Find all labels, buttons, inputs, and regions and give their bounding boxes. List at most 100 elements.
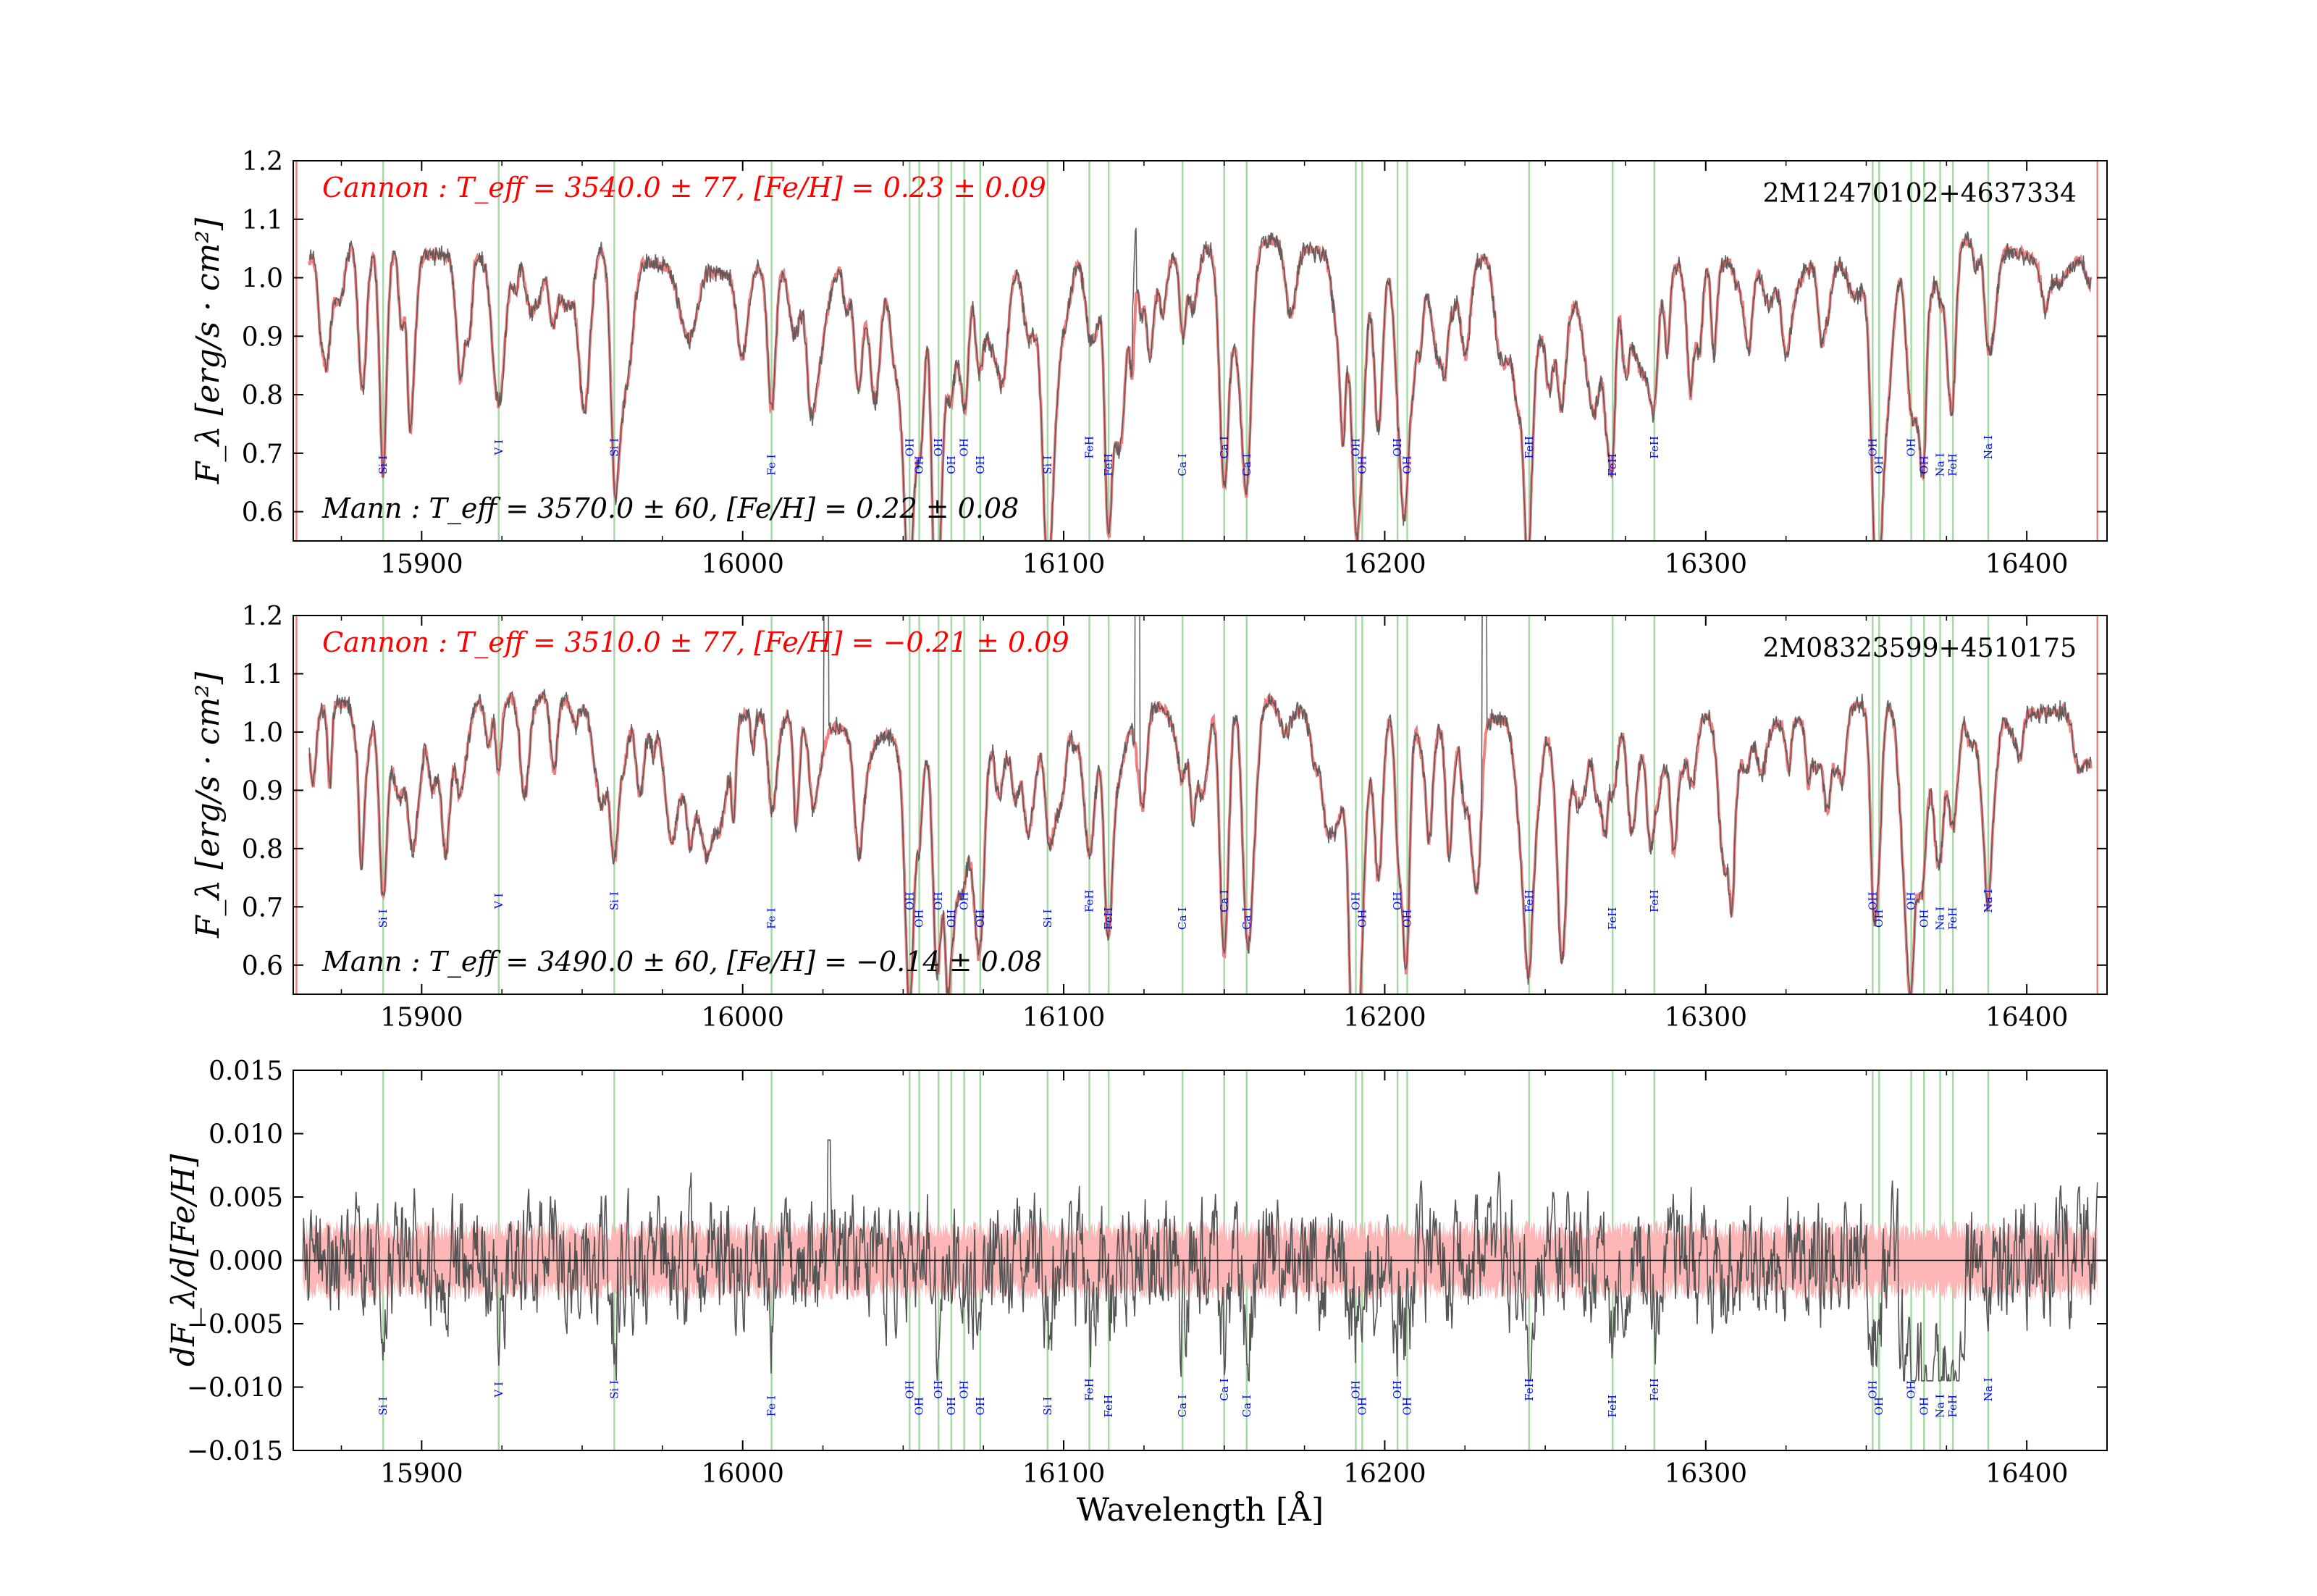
spectral-line-label: FeH — [1083, 889, 1096, 912]
spectral-line-label: V I — [492, 1382, 505, 1398]
x-tick-label: 16400 — [1985, 1003, 2069, 1033]
spectral-line-label: Na I — [1933, 907, 1946, 931]
x-tick-label: 16100 — [1022, 550, 1106, 579]
x-tick-label: 16400 — [1985, 550, 2069, 579]
spectral-line-label: FeH — [1606, 453, 1619, 476]
spectral-line-label: FeH — [1523, 436, 1536, 459]
x-tick-label: 16000 — [701, 550, 784, 579]
spectral-line-label: OH — [1872, 910, 1885, 928]
spectral-line-label: OH — [958, 1380, 971, 1398]
y-tick-label: 0.8 — [242, 381, 283, 411]
spectral-line-label: Si I — [607, 891, 621, 910]
x-tick-label: 16400 — [1985, 1459, 2069, 1489]
spectral-line-label: Na I — [1982, 1378, 1995, 1402]
spectral-line-label: FeH — [1648, 436, 1661, 459]
spectral-line-label: FeH — [1083, 436, 1096, 459]
spectral-line-label: OH — [932, 892, 945, 910]
x-tick-label: 16200 — [1343, 550, 1426, 579]
spectral-line-label: Si I — [607, 438, 621, 457]
spectral-line-label: Ca I — [1240, 1395, 1253, 1417]
spectral-line-label: Si I — [377, 455, 390, 474]
spectral-line-label: Ca I — [1176, 1395, 1189, 1417]
axes-frame — [293, 615, 2108, 995]
spectral-line-label: Ca I — [1240, 453, 1253, 476]
model-spectrum-line — [308, 233, 2093, 541]
mann-annotation: Mann : T_eff = 3490.0 ± 60, [Fe/H] = −0.… — [321, 946, 1042, 978]
y-tick-label: 1.2 — [242, 602, 283, 631]
x-tick-label: 16100 — [1022, 1003, 1106, 1033]
x-tick-label: 16200 — [1343, 1459, 1426, 1489]
y-axis-label: F_λ [erg/s · cm²] — [190, 671, 227, 938]
spectral-line-label: OH — [1872, 455, 1885, 474]
spectral-line-label: FeH — [1102, 907, 1115, 931]
spectral-line-label: FeH — [1102, 453, 1115, 476]
y-tick-label: 0.9 — [242, 776, 283, 806]
spectral-line-label: Na I — [1933, 1394, 1946, 1418]
spectral-line-label: OH — [1917, 1397, 1930, 1415]
mann-annotation: Mann : T_eff = 3570.0 ± 60, [Fe/H] = 0.2… — [321, 492, 1019, 525]
spectral-line-label: Si I — [607, 1380, 621, 1399]
spectral-line-label: Ca I — [1218, 436, 1231, 458]
x-tick-label: 16300 — [1665, 1003, 1748, 1033]
y-tick-label: 0.6 — [242, 498, 283, 528]
spectral-line-label: OH — [1355, 455, 1368, 474]
cannon-annotation: Cannon : T_eff = 3540.0 ± 77, [Fe/H] = 0… — [322, 172, 1046, 204]
y-tick-label: −0.005 — [187, 1310, 283, 1340]
spectral-line-label: Na I — [1982, 435, 1995, 459]
y-axis-label: dF_λ/d[Fe/H] — [165, 1154, 202, 1366]
observed-spectrum-line — [308, 227, 2092, 541]
spectral-line-label: OH — [1905, 438, 1918, 456]
axes-frame — [293, 160, 2108, 542]
spectral-line-label: OH — [1905, 892, 1918, 910]
y-tick-label: −0.010 — [187, 1374, 283, 1403]
x-tick-label: 15900 — [380, 1003, 463, 1033]
y-tick-label: 0.7 — [242, 893, 283, 923]
spectral-line-label: FeH — [1523, 1378, 1536, 1401]
spectral-line-label: Si I — [1041, 455, 1054, 474]
y-tick-label: 0.015 — [209, 1057, 283, 1086]
spectral-line-label: Si I — [1041, 909, 1054, 928]
y-tick-label: −0.015 — [187, 1437, 283, 1466]
spectral-line-label: OH — [1355, 910, 1368, 928]
spectral-line-label: Na I — [1982, 889, 1995, 913]
y-tick-label: 0.7 — [242, 440, 283, 469]
spectral-line-label: FeH — [1946, 1395, 1959, 1418]
spectral-line-label: OH — [1400, 1397, 1413, 1415]
spectral-line-label: OH — [974, 910, 987, 928]
y-tick-label: 1.1 — [242, 206, 283, 235]
spectral-line-label: OH — [1866, 1380, 1879, 1398]
x-tick-label: 16000 — [701, 1459, 784, 1489]
y-tick-label: 1.0 — [242, 718, 283, 748]
spectral-line-label: V I — [492, 893, 505, 910]
derivative-line — [302, 1139, 2098, 1382]
x-axis-label: Wavelength [Å] — [1077, 1490, 1324, 1529]
spectral-line-label: Fe I — [765, 454, 778, 475]
model-spectrum-line — [308, 690, 2093, 994]
spectral-line-label: FeH — [1946, 453, 1959, 476]
spectral-line-label: OH — [1355, 1397, 1368, 1415]
spectral-line-label: OH — [1905, 1380, 1918, 1398]
spectral-line-label: OH — [903, 438, 916, 456]
spectral-line-label: OH — [945, 1397, 958, 1415]
spectral-line-label: OH — [1400, 910, 1413, 928]
spectral-line-label: FeH — [1523, 889, 1536, 912]
spectral-line-label: OH — [1872, 1397, 1885, 1415]
spectral-line-label: FeH — [1083, 1378, 1096, 1401]
spectral-line-label: OH — [958, 892, 971, 910]
y-tick-label: 0.9 — [242, 322, 283, 352]
spectral-line-label: FeH — [1648, 1378, 1661, 1401]
spectral-line-label: OH — [1391, 1380, 1404, 1398]
x-tick-label: 16100 — [1022, 1459, 1106, 1489]
spectral-line-label: OH — [974, 1397, 987, 1415]
spectral-line-label: OH — [1917, 910, 1930, 928]
spectral-line-label: OH — [932, 1380, 945, 1398]
spectral-line-label: Na I — [1933, 453, 1946, 477]
spectral-line-label: OH — [913, 910, 926, 928]
spectral-line-label: OH — [1917, 455, 1930, 474]
spectral-line-label: OH — [903, 892, 916, 910]
spectral-line-label: V I — [492, 440, 505, 456]
